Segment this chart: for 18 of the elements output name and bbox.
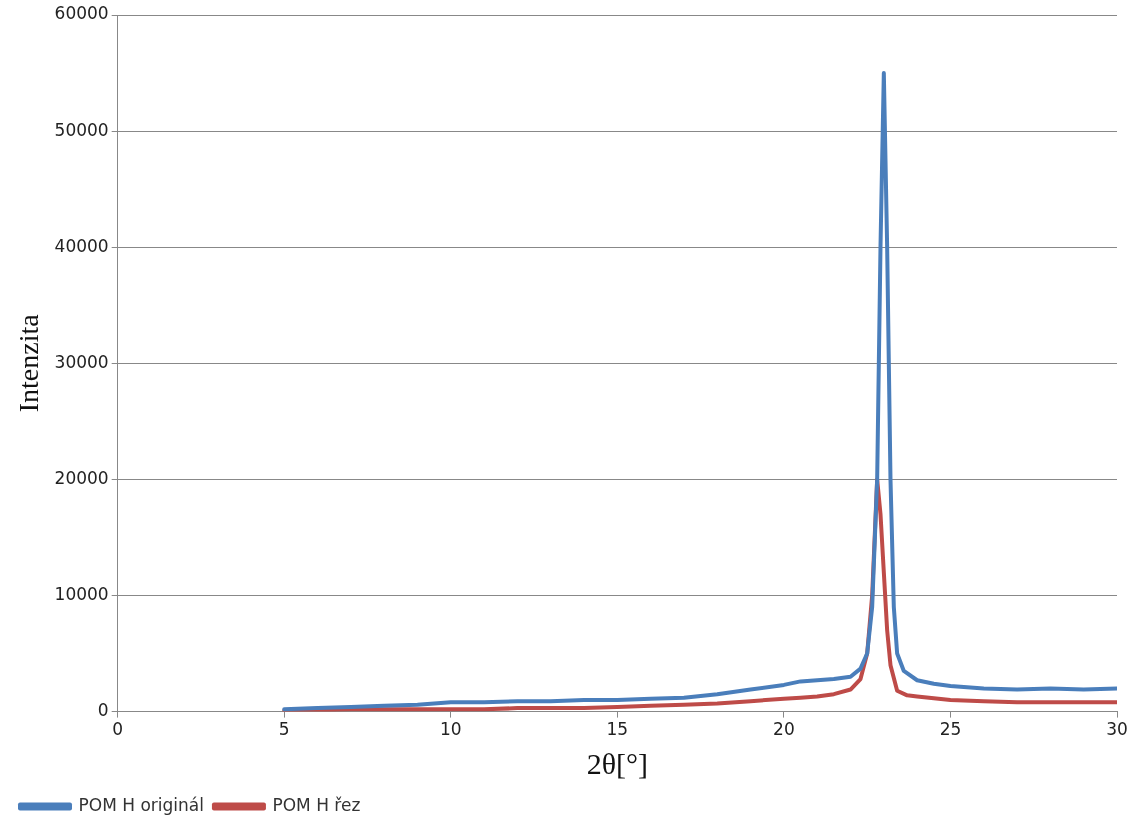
x-tick-label: 5 xyxy=(278,719,290,740)
x-tick-label: 25 xyxy=(939,719,962,740)
y-tick-label: 20000 xyxy=(54,467,109,488)
x-tick-label: 30 xyxy=(1106,719,1128,740)
y-axis-title: Intenzita xyxy=(13,313,45,413)
y-tick-label: 10000 xyxy=(54,583,109,604)
y-tick-label: 30000 xyxy=(54,351,109,372)
legend-label: POM H originál xyxy=(78,794,204,815)
y-tick-label: 0 xyxy=(97,700,109,721)
x-tick-label: 10 xyxy=(439,719,462,740)
y-tick-label: 60000 xyxy=(54,3,109,24)
x-tick-label: 15 xyxy=(606,719,629,740)
x-tick-label: 0 xyxy=(112,719,124,740)
legend-label: POM H řez xyxy=(272,794,361,815)
x-tick-label: 20 xyxy=(773,719,795,740)
y-tick-label: 50000 xyxy=(54,119,109,140)
x-axis-title: 2θ[°] xyxy=(586,746,649,780)
y-tick-label: 40000 xyxy=(54,235,109,256)
